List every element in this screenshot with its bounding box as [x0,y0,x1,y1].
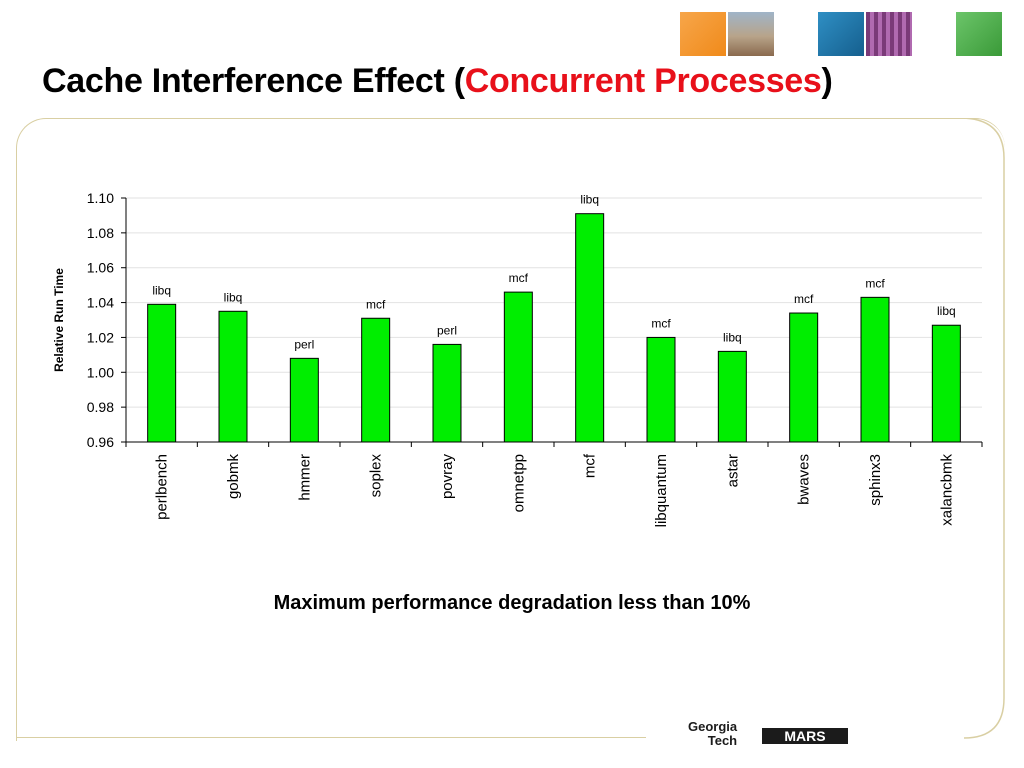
x-tick-label: xalancbmk [938,454,955,526]
bar-labels: libq perlbench libq gobmk perl hmmer mcf soplex… [152,193,955,528]
x-tick-label: perlbench [154,454,171,520]
header-logos [0,12,1024,58]
y-tick-label: 1.08 [87,225,114,241]
footer-org2: Tech [707,733,738,748]
mars-text: MARS [784,728,825,744]
bar-mcf [575,213,605,443]
x-tick-label: astar [724,454,741,487]
slide-subtitle: Maximum performance degradation less tha… [273,592,751,614]
y-tick-label: 0.98 [87,399,114,415]
x-tick-label: soplex [368,454,385,498]
bar-gobmk [218,310,248,443]
bar-perlbench [147,303,177,443]
bar-label: mcf [865,276,885,290]
bars [147,213,961,443]
circuit-photo-icon [866,12,912,56]
x-tick-label: mcf [582,453,599,478]
grid-lines [126,197,982,408]
bar-label: perl [294,337,314,351]
x-tick-label: hmmer [296,454,313,501]
y-tick-label: 1.00 [87,364,114,380]
green-photo-icon [956,12,1002,56]
bar-sphinx3 [860,296,890,443]
bar-omnetpp [503,291,533,443]
frame-right-curve [960,118,1005,739]
content-frame [16,118,1005,741]
bar-hmmer [289,357,319,443]
y-tick-label: 1.06 [87,260,114,276]
y-tick-label: 1.10 [87,190,114,206]
building-photo-icon [728,12,774,56]
orange-photo-icon [680,12,726,56]
y-tick-label: 0.96 [87,434,114,450]
frame-bottom-line [16,737,646,738]
bar-libquantum [646,336,676,443]
bar-label: libq [152,283,171,297]
bar-povray [432,343,462,443]
bar-label: mcf [651,316,671,330]
footer-org: Georgia [688,719,738,734]
bar-soplex [361,317,391,443]
bar-label: mcf [509,271,529,285]
x-tick-label: gobmk [225,454,242,500]
x-tick-label: povray [439,454,456,500]
x-tick-label: libquantum [653,454,670,527]
blue-photo-icon [818,12,864,56]
title-highlight: Concurrent Processes [464,62,822,100]
bar-astar [717,350,747,443]
title-end: ) [821,62,833,100]
x-tick-label: bwaves [796,454,813,505]
bar-label: perl [437,323,457,337]
bar-label: libq [224,290,243,304]
y-tick-label: 1.04 [87,295,114,311]
georgia-tech-logo: Georgia Tech [688,720,737,748]
bar-label: libq [580,193,599,207]
x-tick-label: sphinx3 [867,454,884,506]
x-tick-label: omnetpp [510,454,527,512]
bar-label: libq [723,330,742,344]
axes: 0.96 0.98 1.00 1.02 1.04 1.06 1.08 1.10 [87,190,983,450]
slide-title: Cache Interference Effect (Concurrent Pr… [42,62,833,101]
bar-xalancbmk [931,324,961,443]
y-axis-label: Relative Run Time [52,268,66,372]
y-tick-label: 1.02 [87,329,114,345]
title-text: Cache Interference Effect ( [42,62,465,100]
bar-label: libq [937,304,956,318]
bar-label: mcf [366,297,386,311]
bar-chart: 0.96 0.98 1.00 1.02 1.04 1.06 1.08 1.10 libq per… [52,190,983,528]
bar-label: mcf [794,292,814,306]
mars-logo: MARS [762,728,848,744]
bar-bwaves [789,312,819,443]
